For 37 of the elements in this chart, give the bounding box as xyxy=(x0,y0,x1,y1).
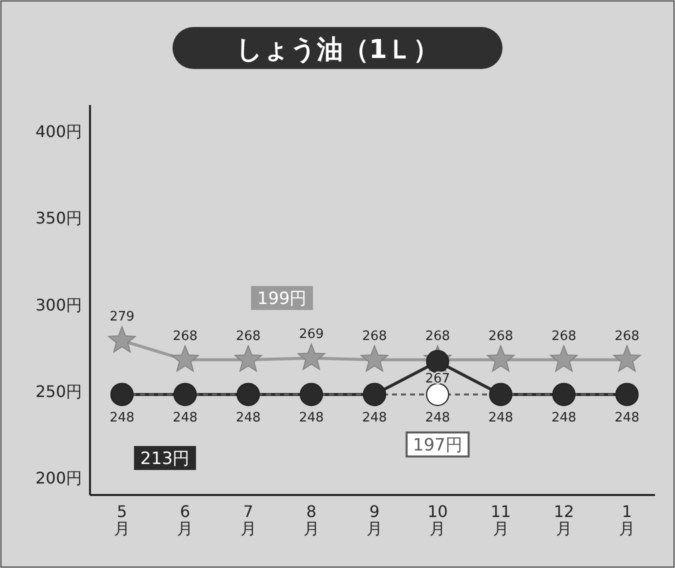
x-tick-label: 6月 xyxy=(177,502,194,538)
x-tick-label: 12月 xyxy=(554,502,574,538)
x-tick-label: 9月 xyxy=(366,502,382,538)
data-label: 248 xyxy=(110,410,134,426)
data-label: 248 xyxy=(551,410,576,426)
data-label: 269 xyxy=(298,327,324,342)
y-tick-label: 250円 xyxy=(35,382,82,401)
data-label: 268 xyxy=(236,328,261,344)
x-tick-label: 7月 xyxy=(240,502,256,538)
data-label: 268 xyxy=(551,328,576,344)
text: 199円 xyxy=(257,289,307,309)
y-tick-label: 200円 xyxy=(35,468,82,488)
text: 213円 xyxy=(140,449,190,469)
data-label: 268 xyxy=(614,328,640,344)
chart-title: しょう油（1Ｌ） xyxy=(236,35,440,65)
y-tick-label: 400円 xyxy=(35,122,82,141)
data-label: 268 xyxy=(425,328,450,344)
data-label: 267 xyxy=(425,371,450,386)
x-tick-label: 8月 xyxy=(303,502,320,538)
x-tick-label: 11月 xyxy=(490,502,511,538)
x-tick-label: 10月 xyxy=(427,502,448,538)
y-tick-label: 350円 xyxy=(35,208,82,228)
text: 197円 xyxy=(412,435,462,456)
data-label: 248 xyxy=(362,410,387,426)
x-tick-label: 5月 xyxy=(114,502,130,538)
data-label: 268 xyxy=(362,328,387,344)
data-label: 248 xyxy=(172,410,198,426)
data-label: 248 xyxy=(236,410,261,426)
data-label: 248 xyxy=(425,410,450,426)
x-tick-label: 1月 xyxy=(619,502,635,538)
data-label: 248 xyxy=(298,410,324,426)
data-label: 279 xyxy=(110,310,134,325)
data-label: 268 xyxy=(488,328,514,344)
y-tick-label: 300円 xyxy=(35,295,82,314)
data-label: 248 xyxy=(488,410,514,426)
data-label: 268 xyxy=(172,328,198,344)
data-label: 248 xyxy=(614,410,640,426)
